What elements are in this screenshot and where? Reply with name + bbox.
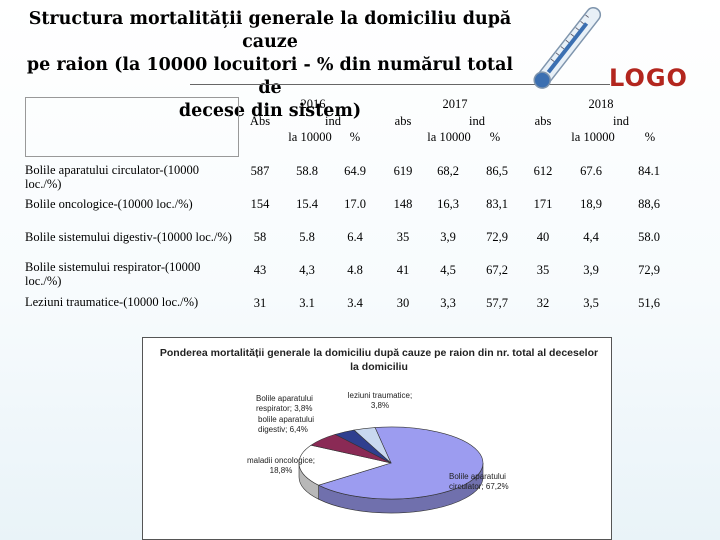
year-2018: 2018	[588, 97, 614, 111]
table-cell: 18,9	[580, 197, 602, 211]
hdr-ind-2018: ind	[613, 114, 629, 128]
table-cell: 619	[393, 164, 413, 178]
table-cell: 67.6	[580, 164, 602, 178]
table-cell: 41	[396, 263, 410, 277]
hdr-la-2018: la 10000	[571, 130, 615, 144]
table-cell: 154	[250, 197, 270, 211]
table-cell: 68,2	[437, 164, 459, 178]
table-cell: 64.9	[344, 164, 366, 178]
hdr-abs-2018: abs	[534, 114, 552, 128]
table-cell: 30	[396, 296, 410, 310]
table-cell: 51,6	[638, 296, 660, 310]
table-cell: 16,3	[437, 197, 459, 211]
table-cell: 58	[253, 230, 267, 244]
row-label-traumatice: Leziuni traumatice-(10000 loc./%)	[25, 295, 199, 309]
row-label-respirator: Bolile sistemului respirator-(10000 loc.…	[25, 260, 201, 288]
table-cell: 35	[396, 230, 410, 244]
table-cell: 58.0	[638, 230, 660, 244]
table-cell: 171	[533, 197, 553, 211]
table-cell: 72,9	[638, 263, 660, 277]
page-title: Structura mortalității generale la domic…	[22, 8, 518, 123]
table-cell: 40	[536, 230, 550, 244]
hdr-la-2016: la 10000	[288, 130, 332, 144]
pie-slice	[298, 444, 393, 486]
title-line-1: Structura mortalității generale la domic…	[28, 9, 512, 52]
chart-title: Ponderea mortalității generale la domici…	[159, 347, 599, 373]
table-cell: 612	[533, 164, 553, 178]
hdr-ind-2016: ind	[325, 114, 341, 128]
year-2017: 2017	[442, 97, 468, 111]
table-cell: 587	[250, 164, 270, 178]
table-cell: 15.4	[296, 197, 318, 211]
table-cell: 3.4	[347, 296, 363, 310]
row-label-digestiv: Bolile sistemului digestiv-(10000 loc./%…	[25, 230, 232, 244]
title-line-2: pe raion (la 10000 locuitori - % din num…	[26, 55, 514, 98]
table-cell: 6.4	[347, 230, 363, 244]
hdr-ind-2017: ind	[469, 114, 485, 128]
pie-svg	[298, 426, 484, 514]
table-cell: 4,3	[299, 263, 315, 277]
table-cell: 88,6	[638, 197, 660, 211]
table-cell: 86,5	[486, 164, 508, 178]
table-cell: 3,5	[583, 296, 599, 310]
pie-slice	[353, 427, 392, 464]
pie-slice	[317, 426, 484, 500]
label-oncologice: maladii oncologice; 18,8%	[246, 456, 316, 475]
table-cell: 4.8	[347, 263, 363, 277]
title-underline	[190, 84, 610, 85]
hdr-abs-2016: Abs	[249, 114, 271, 128]
table-cell: 4,5	[440, 263, 456, 277]
table-cell: 148	[393, 197, 413, 211]
table-cell: 31	[253, 296, 267, 310]
table-corner-cell	[25, 97, 239, 157]
title-line-3: decese din sistem)	[178, 101, 362, 121]
hdr-abs-2017: abs	[394, 114, 412, 128]
table-cell: 57,7	[486, 296, 508, 310]
row-label-circulator: Bolile aparatului circulator-(10000 loc.…	[25, 163, 199, 191]
label-leziuni: leziuni traumatice; 3,8%	[347, 391, 413, 410]
logo: LOGO	[609, 64, 688, 92]
table-cell: 3.1	[299, 296, 315, 310]
hdr-pct-2018: %	[644, 130, 656, 144]
table-cell: 83,1	[486, 197, 508, 211]
table-cell: 3,3	[440, 296, 456, 310]
table-cell: 17.0	[344, 197, 366, 211]
table-cell: 72,9	[486, 230, 508, 244]
table-cell: 58.8	[296, 164, 318, 178]
hdr-la-2017: la 10000	[427, 130, 471, 144]
thermometer-icon	[533, 7, 602, 89]
year-2016: 2016	[300, 97, 326, 111]
label-respirator: Bolile aparatului respirator; 3,8%	[256, 394, 313, 413]
table-cell: 3,9	[583, 263, 599, 277]
hdr-pct-2016: %	[349, 130, 361, 144]
table-cell: 43	[253, 263, 267, 277]
hdr-pct-2017: %	[489, 130, 501, 144]
table-cell: 4,4	[583, 230, 599, 244]
row-label-oncologice: Bolile oncologice-(10000 loc./%)	[25, 197, 193, 211]
table-cell: 67,2	[486, 263, 508, 277]
label-circulator: Bolile aparatului circulator; 67,2%	[449, 472, 509, 491]
pie-chart: Ponderea mortalității generale la domici…	[142, 337, 612, 540]
table-cell: 3,9	[440, 230, 456, 244]
table-cell: 5.8	[299, 230, 315, 244]
mortality-table: 2016 Abs ind la 10000 % 2017 abs ind la …	[25, 97, 679, 327]
table-cell: 32	[536, 296, 550, 310]
label-digestiv: bolile aparatului digestiv; 6,4%	[258, 415, 315, 434]
table-cell: 35	[536, 263, 550, 277]
table-cell: 84.1	[638, 164, 660, 178]
